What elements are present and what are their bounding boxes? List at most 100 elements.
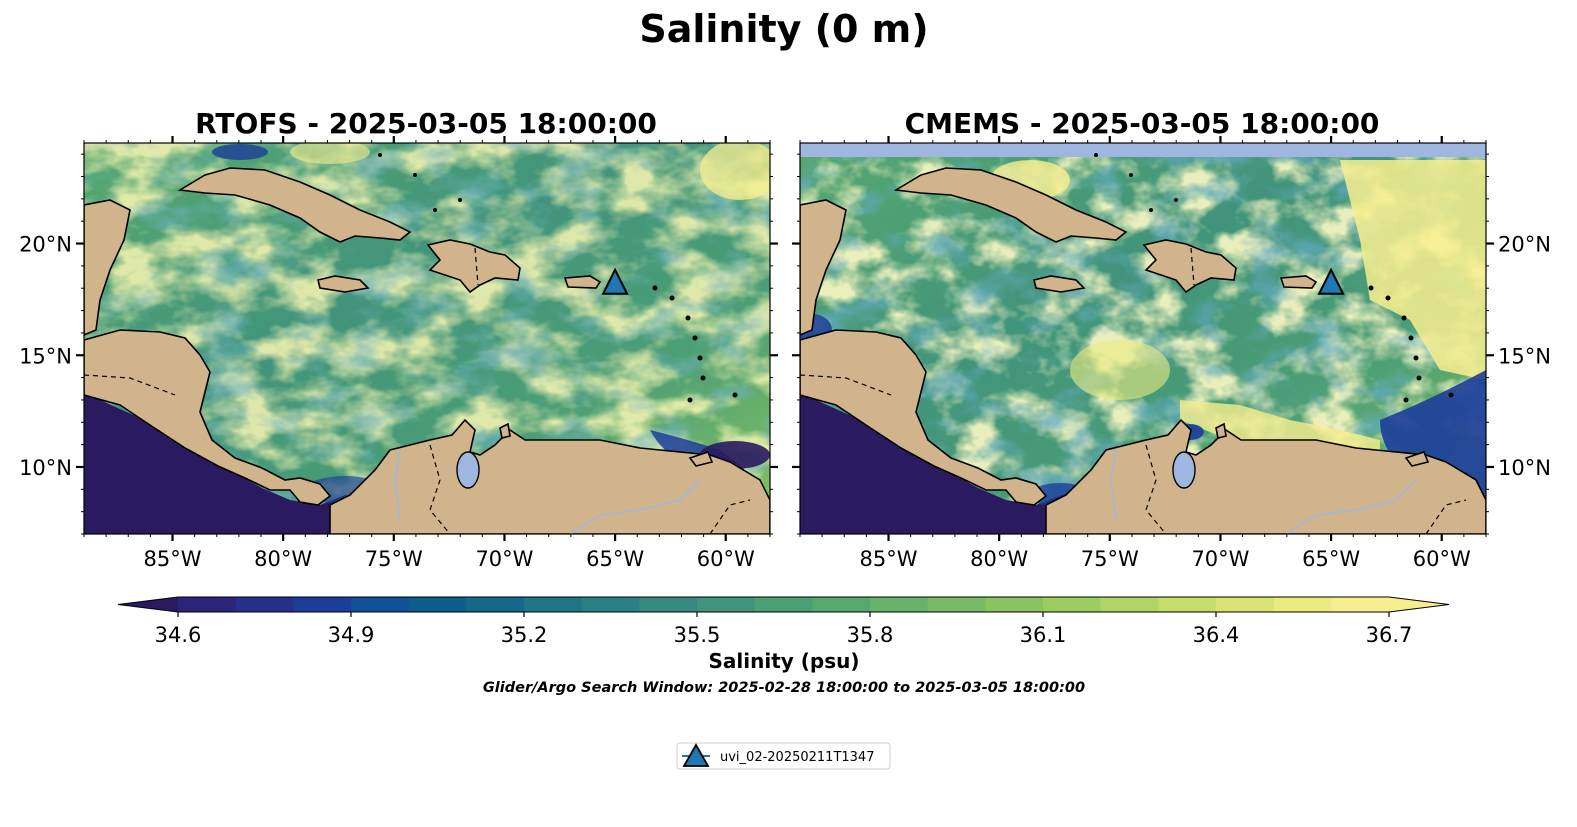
cmems-island [1448, 392, 1454, 398]
cmems-colombia-basin-high-salinity [1070, 340, 1170, 400]
rtofs-puerto-rico [563, 275, 602, 289]
rtofs-map-panel: RTOFS - 2025-03-05 18:00:00 [19, 107, 778, 571]
rtofs-y-tick-label: 20°N [19, 233, 72, 257]
cmems-central-america [800, 329, 1048, 506]
cmems-no-data-band [800, 143, 1486, 157]
rtofs-jamaica [317, 275, 370, 293]
rtofs-x-tick-label: 65°W [586, 547, 644, 571]
colorbar-bin [1043, 597, 1102, 612]
colorbar-tick-label: 34.6 [155, 623, 202, 647]
colorbar-tick-label: 35.8 [847, 623, 894, 647]
rtofs-island [433, 208, 437, 212]
colorbar-tick-label: 34.9 [328, 623, 375, 647]
cmems-island [1416, 375, 1422, 381]
cmems-lake-maracaibo [1172, 451, 1196, 489]
cmems-yucatan [800, 199, 847, 336]
colorbar-bin [178, 597, 237, 612]
colorbar-bin [1216, 597, 1275, 612]
rtofs-island [732, 392, 738, 398]
colorbar-bin [1273, 597, 1332, 612]
rtofs-glider-marker [601, 267, 629, 295]
salinity-colorbar: 34.6 34.9 35.2 35.5 35.8 36.1 36.4 36.7 Salinit… [117, 596, 1450, 673]
colorbar-bin [697, 597, 756, 612]
rtofs-border [429, 444, 451, 534]
cmems-x-tick-label: 80°W [970, 547, 1028, 571]
cmems-atlantic-high-salinity [1340, 160, 1486, 380]
colorbar-bin [1158, 597, 1217, 612]
cmems-border [800, 374, 892, 396]
rtofs-island [413, 173, 417, 177]
rtofs-panel-title: RTOFS - 2025-03-05 18:00:00 [195, 107, 657, 140]
rtofs-x-tick-label: 70°W [475, 547, 533, 571]
rtofs-atlantic-high-salinity [700, 143, 770, 200]
rtofs-island [692, 335, 698, 341]
colorbar-extend-high [1389, 597, 1449, 612]
rtofs-cuba [177, 167, 412, 243]
cmems-y-tick-label: 20°N [1498, 233, 1551, 257]
colorbar-bin [524, 597, 583, 612]
cmems-y-tick-label: 10°N [1498, 456, 1551, 480]
rtofs-lake-maracaibo [456, 451, 480, 489]
rtofs-hispaniola [426, 239, 521, 294]
cmems-panel-title: CMEMS - 2025-03-05 18:00:00 [905, 107, 1380, 140]
rtofs-island [700, 375, 706, 381]
cmems-river [1110, 449, 1117, 521]
rtofs-border [84, 374, 176, 396]
colorbar-bin [466, 597, 525, 612]
figure-title: Salinity (0 m) [639, 7, 928, 51]
rtofs-bahamas-high-salinity [290, 143, 370, 164]
cmems-axis-ticks: 85°W 80°W 75°W 70°W 65°W 60°W 10°N 15°N 20°N [792, 136, 1551, 571]
colorbar-bins [178, 597, 1390, 612]
colorbar-bin [985, 597, 1044, 612]
cmems-map-panel: CMEMS - 2025-03-05 18:00:00 [792, 107, 1551, 571]
colorbar-bin [1100, 597, 1159, 612]
cmems-cuba [893, 167, 1128, 243]
cmems-aruba-curacao [1215, 422, 1227, 439]
cmems-map-content [800, 143, 1486, 534]
cmems-island [1385, 295, 1391, 301]
rtofs-island [697, 355, 703, 361]
rtofs-trinidad [688, 451, 714, 467]
cmems-island [1403, 397, 1409, 403]
cmems-island [1094, 153, 1098, 157]
colorbar-bin [351, 597, 410, 612]
cmems-map-frame [799, 142, 1487, 535]
rtofs-axis-ticks: 85°W 80°W 75°W 70°W 65°W 60°W 10°N 15°N 20°N [19, 136, 778, 571]
colorbar-bin [927, 597, 986, 612]
colorbar-bin [235, 597, 294, 612]
rtofs-border [474, 247, 479, 286]
colorbar-tick-label: 35.2 [501, 623, 548, 647]
rtofs-island [652, 285, 658, 291]
cmems-island [1408, 335, 1414, 341]
cmems-jamaica [1033, 275, 1086, 293]
cmems-island [1149, 208, 1153, 212]
cmems-glider-marker [1317, 267, 1345, 295]
cmems-island [1368, 285, 1374, 291]
legend-entry-label: uvi_02-20250211T1347 [720, 750, 874, 765]
rtofs-gulf-low-salinity [212, 144, 268, 160]
cmems-border [1425, 499, 1467, 534]
colorbar-bin [293, 597, 352, 612]
rtofs-x-tick-label: 75°W [365, 547, 423, 571]
cmems-island [1401, 315, 1407, 321]
cmems-trinidad [1404, 451, 1430, 467]
legend-triangle-icon [682, 743, 710, 767]
cmems-x-tick-label: 60°W [1413, 547, 1471, 571]
rtofs-island [458, 198, 462, 202]
colorbar-tick-label: 35.5 [674, 623, 721, 647]
cmems-border [1190, 247, 1195, 286]
cmems-border [1145, 444, 1167, 534]
cmems-x-tick-label: 70°W [1191, 547, 1249, 571]
colorbar-bin [581, 597, 640, 612]
colorbar-ticks: 34.6 34.9 35.2 35.5 35.8 36.1 36.4 36.7 [155, 612, 1412, 647]
rtofs-aruba-curacao [499, 422, 511, 439]
rtofs-x-tick-label: 85°W [144, 547, 202, 571]
rtofs-borders [84, 247, 751, 534]
rtofs-island [378, 153, 382, 157]
rtofs-central-america [84, 329, 332, 506]
cmems-x-tick-label: 85°W [860, 547, 918, 571]
legend-box [676, 742, 891, 770]
rtofs-island [685, 315, 691, 321]
colorbar-extend-low [118, 597, 178, 612]
